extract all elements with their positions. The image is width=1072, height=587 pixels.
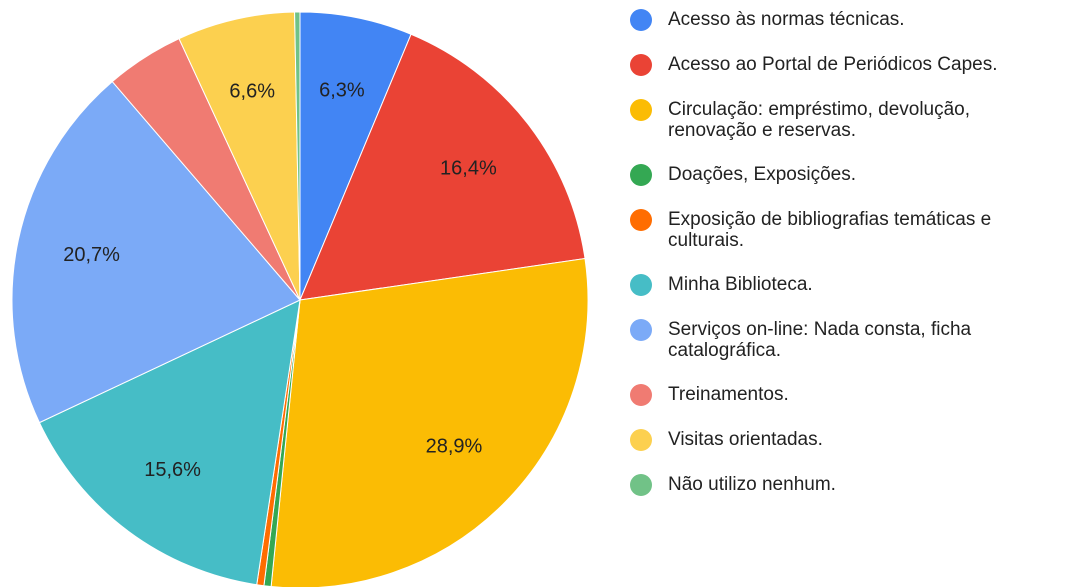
pie: 6,3% 16,4% 28,9% 15,6% 20,7% 6,6% bbox=[11, 11, 589, 587]
legend-entry: Doações, Exposições. bbox=[630, 164, 1055, 186]
legend-swatch bbox=[630, 209, 652, 231]
legend-label: Treinamentos. bbox=[668, 384, 789, 405]
legend-swatch bbox=[630, 54, 652, 76]
slice-label: 28,9% bbox=[426, 436, 483, 458]
legend-entry: Minha Biblioteca. bbox=[630, 274, 1055, 296]
legend-entry: Visitas orientadas. bbox=[630, 429, 1055, 451]
legend-label: Doações, Exposições. bbox=[668, 164, 856, 185]
slice bbox=[270, 257, 589, 587]
legend-swatch bbox=[630, 99, 652, 121]
slice bbox=[38, 299, 301, 586]
slice-label: 6,6% bbox=[229, 81, 275, 103]
legend-label: Exposição de bibliografias temáticas e c… bbox=[668, 209, 992, 251]
slice bbox=[178, 11, 301, 301]
slice bbox=[299, 11, 412, 301]
legend-swatch bbox=[630, 164, 652, 186]
slice bbox=[299, 33, 586, 301]
legend-swatch bbox=[630, 474, 652, 496]
legend-label: Serviços on-line: Nada consta, ficha cat… bbox=[668, 319, 972, 361]
legend-entry: Circulação: empréstimo, devolução, renov… bbox=[630, 99, 1055, 141]
legend-entry: Exposição de bibliografias temáticas e c… bbox=[630, 209, 1055, 251]
slice-label: 6,3% bbox=[319, 79, 365, 101]
legend-label: Circulação: empréstimo, devolução, renov… bbox=[668, 99, 971, 141]
legend-label: Minha Biblioteca. bbox=[668, 274, 813, 295]
legend-entry: Treinamentos. bbox=[630, 384, 1055, 406]
slice-label: 16,4% bbox=[440, 158, 497, 180]
legend-label: Acesso às normas técnicas. bbox=[668, 9, 905, 30]
legend-swatch bbox=[630, 319, 652, 341]
legend-label: Visitas orientadas. bbox=[668, 429, 823, 450]
slice-label: 15,6% bbox=[144, 459, 201, 481]
slice-label: 20,7% bbox=[63, 244, 120, 266]
legend-swatch bbox=[630, 429, 652, 451]
legend-label: Acesso ao Portal de Periódicos Capes. bbox=[668, 54, 998, 75]
legend-entry: Serviços on-line: Nada consta, ficha cat… bbox=[630, 319, 1055, 361]
slice bbox=[11, 80, 301, 424]
slice bbox=[294, 11, 301, 301]
legend-label: Não utilizo nenhum. bbox=[668, 474, 836, 495]
legend-entry: Acesso ao Portal de Periódicos Capes. bbox=[630, 54, 1055, 76]
legend-swatch bbox=[630, 274, 652, 296]
legend-swatch bbox=[630, 384, 652, 406]
legend-entry: Acesso às normas técnicas. bbox=[630, 9, 1055, 31]
legend: Acesso às normas técnicas. Acesso ao Port… bbox=[630, 9, 1055, 496]
legend-swatch bbox=[630, 9, 652, 31]
legend-entry: Não utilizo nenhum. bbox=[630, 474, 1055, 496]
